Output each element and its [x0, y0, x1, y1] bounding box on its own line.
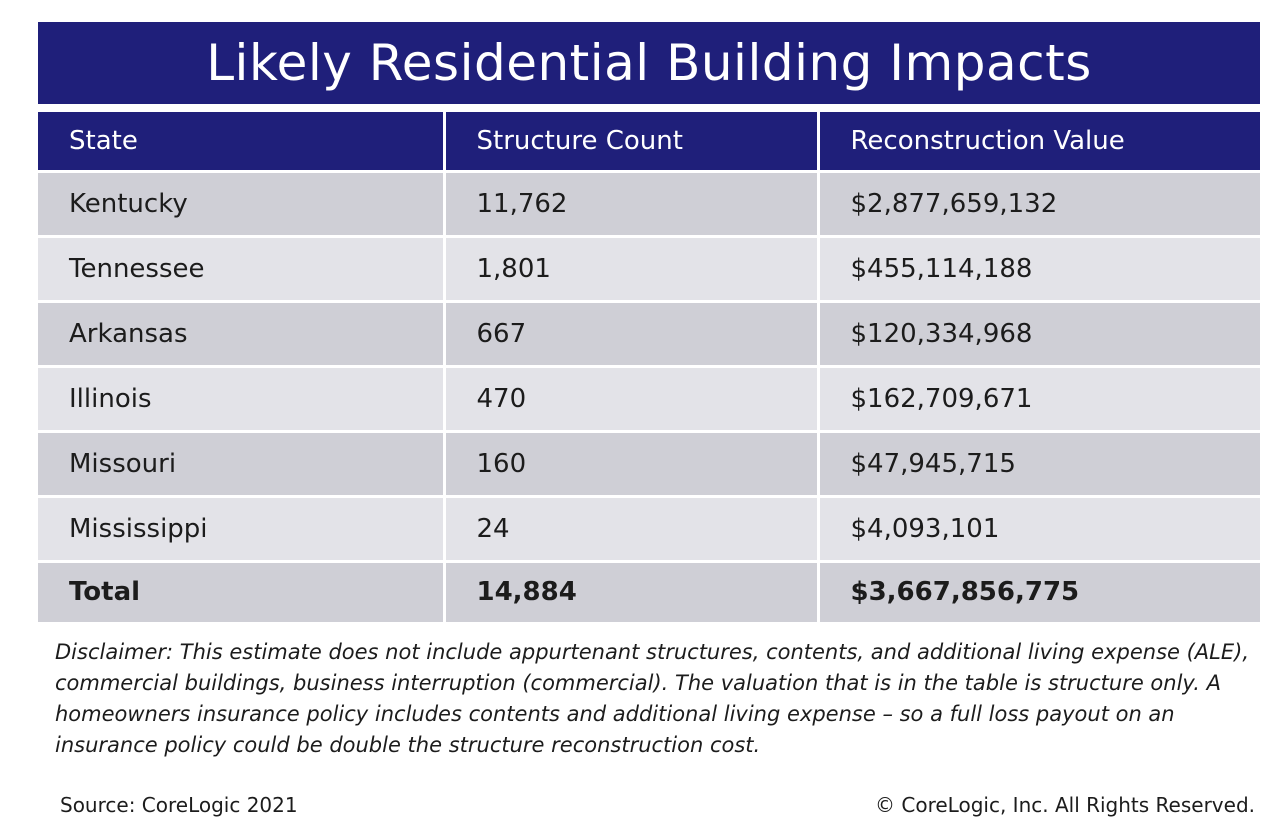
- page-title: Likely Residential Building Impacts: [38, 22, 1260, 104]
- cell-reconstruction-value: $4,093,101: [816, 496, 1260, 563]
- total-structure-count: 14,884: [442, 561, 818, 625]
- cell-state: Tennessee: [38, 236, 444, 303]
- header-state: State: [38, 112, 444, 173]
- copyright-note: © CoreLogic, Inc. All Rights Reserved.: [875, 793, 1255, 817]
- table-total-row: Total 14,884 $3,667,856,775: [38, 561, 1260, 625]
- disclaimer-text: Disclaimer: This estimate does not inclu…: [55, 640, 1250, 757]
- impacts-table: State Structure Count Reconstruction Val…: [38, 112, 1260, 625]
- table-row: Mississippi 24 $4,093,101: [38, 496, 1260, 563]
- total-reconstruction-value: $3,667,856,775: [816, 561, 1260, 625]
- cell-structure-count: 11,762: [442, 171, 818, 238]
- cell-state: Arkansas: [38, 301, 444, 368]
- table-row: Arkansas 667 $120,334,968: [38, 301, 1260, 368]
- cell-structure-count: 470: [442, 366, 818, 433]
- total-label: Total: [38, 561, 444, 625]
- cell-structure-count: 160: [442, 431, 818, 498]
- table-row: Tennessee 1,801 $455,114,188: [38, 236, 1260, 303]
- table-row: Illinois 470 $162,709,671: [38, 366, 1260, 433]
- cell-structure-count: 667: [442, 301, 818, 368]
- cell-structure-count: 24: [442, 496, 818, 563]
- table-row: Missouri 160 $47,945,715: [38, 431, 1260, 498]
- cell-reconstruction-value: $120,334,968: [816, 301, 1260, 368]
- table-header-row: State Structure Count Reconstruction Val…: [38, 112, 1260, 173]
- header-structure-count: Structure Count: [442, 112, 818, 173]
- cell-state: Mississippi: [38, 496, 444, 563]
- cell-structure-count: 1,801: [442, 236, 818, 303]
- cell-reconstruction-value: $2,877,659,132: [816, 171, 1260, 238]
- cell-reconstruction-value: $47,945,715: [816, 431, 1260, 498]
- header-reconstruction-value: Reconstruction Value: [816, 112, 1260, 173]
- cell-state: Missouri: [38, 431, 444, 498]
- cell-reconstruction-value: $455,114,188: [816, 236, 1260, 303]
- source-note: Source: CoreLogic 2021: [60, 793, 298, 817]
- cell-state: Kentucky: [38, 171, 444, 238]
- table-row: Kentucky 11,762 $2,877,659,132: [38, 171, 1260, 238]
- cell-reconstruction-value: $162,709,671: [816, 366, 1260, 433]
- cell-state: Illinois: [38, 366, 444, 433]
